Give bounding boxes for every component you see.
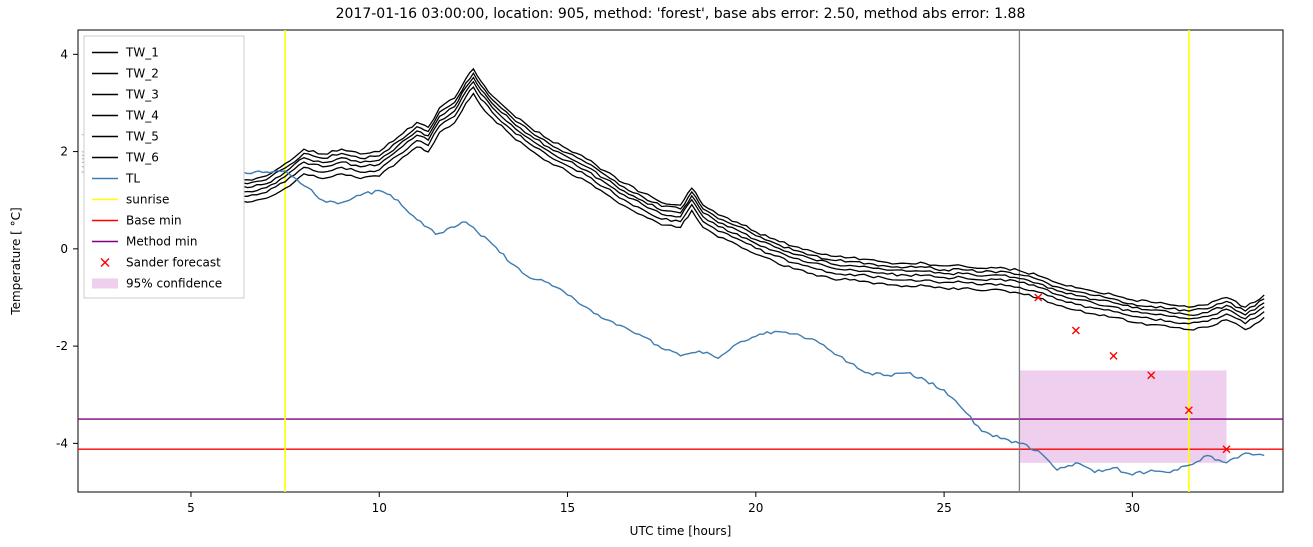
x-axis-label: UTC time [hours] <box>630 524 732 538</box>
y-tick-label: -2 <box>56 339 68 353</box>
y-tick-label: 0 <box>60 242 68 256</box>
x-tick-label: 30 <box>1125 501 1140 515</box>
chart-title: 2017-01-16 03:00:00, location: 905, meth… <box>336 6 1026 22</box>
y-tick-label: -4 <box>56 436 68 450</box>
x-tick-label: 15 <box>560 501 575 515</box>
temperature-forecast-chart: 5 10 15 20 25 30 -4 -2 0 2 4 2017-01-16 03:00:00, l… <box>0 0 1313 547</box>
legend-label: TW_5 <box>125 130 159 144</box>
x-tick-label: 10 <box>372 501 387 515</box>
legend-label: Method min <box>126 235 197 249</box>
legend-label: 95% confidence <box>126 277 222 291</box>
y-tick-label: 4 <box>60 47 68 61</box>
x-tick-label: 5 <box>187 501 195 515</box>
x-tick-label: 25 <box>936 501 951 515</box>
legend-label: sunrise <box>126 193 169 207</box>
legend-label: Sander forecast <box>126 256 221 270</box>
y-axis-label: Temperature [ °C] <box>9 207 23 315</box>
legend-label: TL <box>125 172 140 186</box>
legend-label: TW_3 <box>125 88 159 102</box>
legend: TW_1 TW_2 TW_3 TW_4 TW_5 TW_6 TL sunrise Base mi… <box>84 36 244 298</box>
legend-label: Base min <box>126 214 182 228</box>
legend-label: TW_4 <box>125 109 159 123</box>
legend-label: TW_6 <box>125 151 159 165</box>
x-tick-label: 20 <box>748 501 763 515</box>
y-tick-label: 2 <box>60 145 68 159</box>
legend-label: TW_1 <box>125 46 159 60</box>
legend-label: TW_2 <box>125 67 159 81</box>
